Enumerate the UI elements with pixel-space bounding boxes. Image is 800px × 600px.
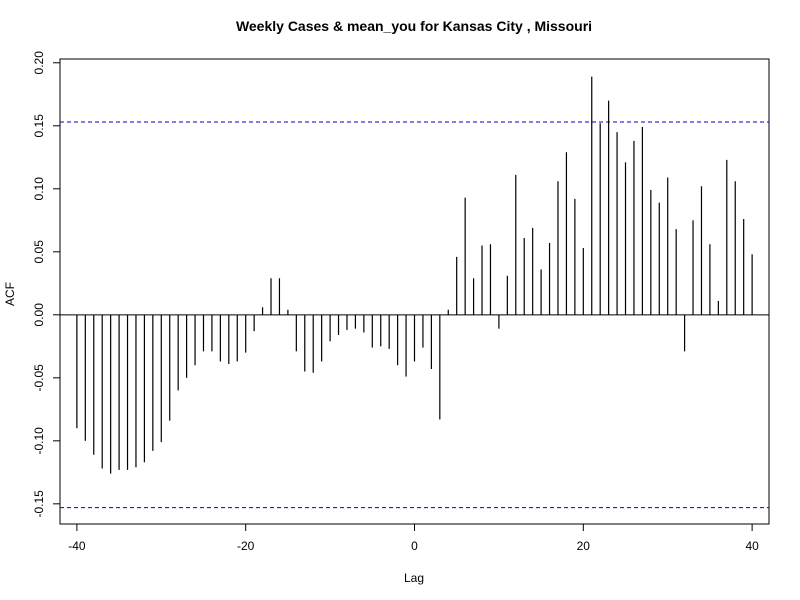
x-tick-label: 40: [745, 539, 759, 553]
y-tick-label: 0.00: [32, 303, 46, 327]
x-tick-label: 20: [577, 539, 591, 553]
y-tick-label: 0.20: [32, 51, 46, 75]
y-tick-label: -0.15: [32, 490, 46, 518]
plot-border: [59, 58, 770, 525]
y-axis-label: ACF: [3, 282, 17, 306]
x-tick-label: 0: [411, 539, 418, 553]
chart-marks: -40 -20 0 20 40 -0.15 -0.10 -0.05 0.00 0.05 0.10 0.…: [32, 51, 769, 553]
x-tick-label: -20: [237, 539, 255, 553]
chart-title: Weekly Cases & mean_you for Kansas City …: [236, 18, 592, 34]
y-tick-label: 0.10: [32, 177, 46, 201]
y-tick-label: 0.15: [32, 114, 46, 138]
y-tick-label: -0.05: [32, 364, 46, 392]
x-axis-label: Lag: [404, 571, 424, 585]
y-tick-label: 0.05: [32, 240, 46, 264]
x-tick-label: -40: [68, 539, 86, 553]
y-tick-label: -0.10: [32, 427, 46, 455]
